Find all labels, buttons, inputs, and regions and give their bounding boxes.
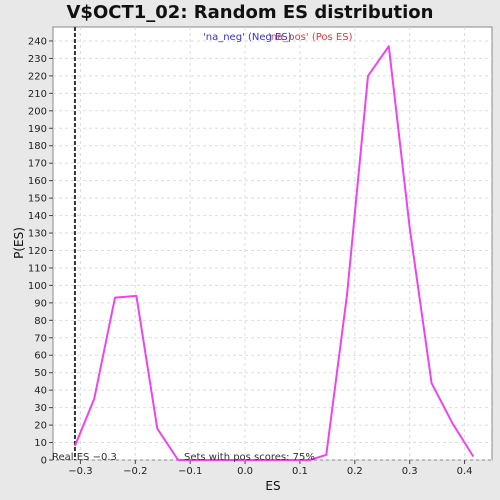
plot-area	[52, 26, 493, 461]
y-tick-label: 180	[28, 141, 47, 152]
x-tick-label: −0.1	[178, 466, 202, 477]
y-tick-label: 90	[34, 298, 47, 309]
sets-pos-scores-label: Sets with pos scores: 75%	[184, 452, 315, 463]
y-tick-label: 210	[28, 89, 47, 100]
grid	[53, 27, 492, 461]
y-tick-label: 170	[28, 159, 47, 170]
y-tick-label: 10	[34, 438, 47, 449]
y-tick-label: 100	[28, 281, 47, 292]
y-tick-label: 0	[41, 456, 47, 467]
y-tick-label: 130	[28, 229, 47, 240]
real-es-label: Real ES −0.3	[52, 452, 117, 463]
y-tick-label: 80	[34, 316, 47, 327]
y-tick-label: 30	[34, 403, 47, 414]
y-tick-label: 20	[34, 421, 47, 432]
y-tick-label: 60	[34, 351, 47, 362]
y-tick-label: 220	[28, 71, 47, 82]
y-tick-label: 200	[28, 106, 47, 117]
y-tick-label: 160	[28, 176, 47, 187]
x-tick-label: 0.4	[457, 466, 473, 477]
x-tick-label: 0.1	[292, 466, 308, 477]
x-tick-label: −0.3	[68, 466, 92, 477]
x-tick-label: 0.3	[402, 466, 418, 477]
legend-neg-es: 'na_neg' (Neg ES)	[203, 32, 292, 43]
x-tick-label: −0.2	[123, 466, 147, 477]
y-tick-label: 150	[28, 194, 47, 205]
x-tick-label: 0.2	[347, 466, 363, 477]
y-tick-label: 120	[28, 246, 47, 257]
series-line-pos-es	[73, 45, 475, 461]
x-tick-label: 0.0	[237, 466, 253, 477]
y-tick-label: 240	[28, 36, 47, 47]
y-tick-label: 40	[34, 386, 47, 397]
chart-title: V$OCT1_02: Random ES distribution	[67, 2, 434, 23]
y-tick-label: 70	[34, 333, 47, 344]
y-tick-label: 50	[34, 368, 47, 379]
x-axis-label: ES	[265, 479, 280, 493]
y-axis-label: P(ES)	[12, 227, 26, 259]
series-group	[73, 45, 475, 461]
y-axis-ticks: 0 10 20 30 40 50 60 70 80 90 100 110 120 130 140 150 160…	[28, 36, 53, 467]
y-tick-label: 190	[28, 124, 47, 135]
legend-pos-es: 'na_pos' (Pos ES)	[268, 32, 353, 43]
y-tick-label: 140	[28, 211, 47, 222]
y-tick-label: 230	[28, 54, 47, 65]
y-tick-label: 110	[28, 263, 47, 274]
